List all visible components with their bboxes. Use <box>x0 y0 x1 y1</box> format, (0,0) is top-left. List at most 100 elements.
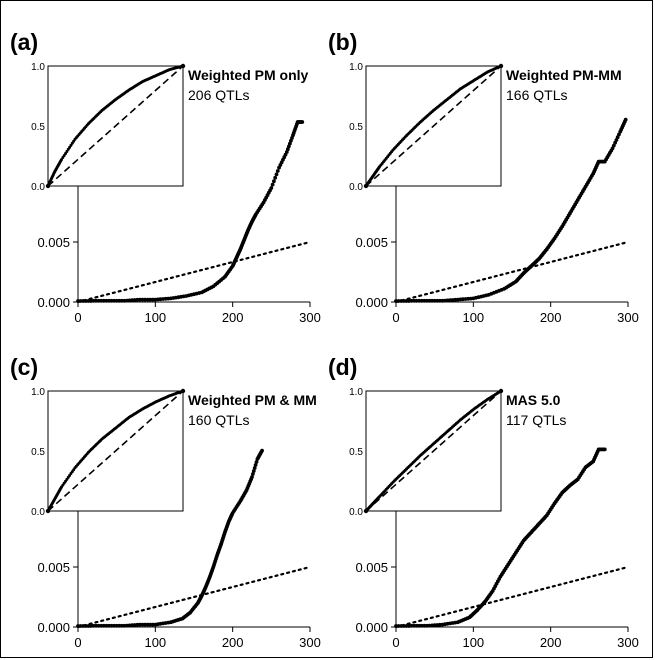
inset-series-points <box>364 64 503 188</box>
data-point <box>623 117 628 122</box>
data-point <box>273 175 278 180</box>
inset-series-dashed <box>365 390 502 512</box>
data-point <box>602 447 607 452</box>
inset-y-tick-label: 0.5 <box>349 447 363 458</box>
data-point <box>250 475 254 479</box>
data-point <box>251 469 256 473</box>
inset-title: Weighted PM-MM <box>506 67 622 83</box>
main-reference-line <box>76 240 312 304</box>
x-tick-label: 200 <box>222 310 244 325</box>
x-tick-label: 200 <box>540 635 562 650</box>
inset-diagonal <box>47 65 184 187</box>
data-point <box>274 172 279 177</box>
y-tick-label: 0.005 <box>37 235 70 250</box>
inset-y-tick-label: 0.5 <box>31 122 45 133</box>
inset-y-tick-label: 0.5 <box>31 447 45 458</box>
y-tick-label: 0.005 <box>355 235 388 250</box>
inset-series-dashed <box>365 65 502 187</box>
inset-diagonal <box>47 390 184 512</box>
data-point <box>300 120 305 124</box>
inset-y-tick-label: 1.0 <box>31 62 45 73</box>
data-point <box>252 466 257 470</box>
x-tick-label: 0 <box>392 635 399 650</box>
main-series-dotted <box>76 240 312 304</box>
data-point <box>254 460 259 464</box>
x-tick-label: 200 <box>222 635 244 650</box>
inset-origin-dot <box>45 183 51 189</box>
inset-origin-dot <box>45 508 51 514</box>
x-tick-label: 0 <box>392 310 399 325</box>
data-point <box>270 182 275 187</box>
x-tick-label: 200 <box>540 310 562 325</box>
x-tick-label: 300 <box>299 635 321 650</box>
inset-end-dot <box>498 63 504 69</box>
main-series-points <box>76 448 264 628</box>
inset-diagonal <box>365 390 502 512</box>
data-point <box>260 448 264 453</box>
x-tick-label: 100 <box>462 635 484 650</box>
inset-end-dot <box>498 388 504 394</box>
main-reference-line <box>394 565 630 629</box>
x-tick-label: 0 <box>74 310 81 325</box>
inset-series-points <box>46 64 185 188</box>
main-series-dotted <box>76 565 312 629</box>
panel-c: (c) 0 100 200 300 0.000 0.005 0.0 0.5 1.0 Weighted… <box>10 354 321 650</box>
data-point <box>251 472 255 476</box>
inset-title: Weighted PM only <box>188 67 309 83</box>
main-series-points <box>394 447 607 628</box>
y-tick-label: 0.005 <box>37 560 70 575</box>
panel-label: (d) <box>328 354 357 380</box>
panel-d: (d) 0 100 200 300 0.000 0.005 0.0 0.5 1.0 MAS 5.0 1… <box>328 354 639 650</box>
inset-series-dashed <box>47 65 184 187</box>
inset-subtitle: 166 QTLs <box>506 87 567 103</box>
inset-subtitle: 160 QTLs <box>188 412 249 428</box>
panel-label: (c) <box>10 354 38 380</box>
data-point <box>253 463 258 467</box>
y-tick-label: 0.000 <box>355 295 388 310</box>
inset-title: MAS 5.0 <box>506 392 561 408</box>
inset-y-tick-label: 0.0 <box>349 507 363 518</box>
panel-label: (b) <box>328 29 357 55</box>
y-tick-label: 0.000 <box>37 620 70 635</box>
inset-y-tick-label: 1.0 <box>349 62 363 73</box>
inset-series-points <box>46 389 185 513</box>
data-point <box>272 179 276 184</box>
x-tick-label: 100 <box>144 310 166 325</box>
x-tick-label: 0 <box>74 635 81 650</box>
y-tick-label: 0.000 <box>37 295 70 310</box>
inset-y-tick-label: 0.5 <box>349 122 363 133</box>
x-tick-label: 300 <box>617 635 639 650</box>
main-series-points <box>394 117 628 303</box>
inset-y-tick-label: 1.0 <box>349 387 363 398</box>
panel-label: (a) <box>10 29 38 55</box>
panel-a: (a) 0 100 200 300 0.000 0.005 0.0 0.5 1.0 Weighted… <box>10 29 321 325</box>
main-series-dotted <box>394 565 630 629</box>
inset-subtitle: 117 QTLs <box>506 412 566 428</box>
inset-y-tick-label: 1.0 <box>31 387 45 398</box>
inset-y-tick-label: 0.0 <box>31 507 45 518</box>
x-tick-label: 100 <box>144 635 166 650</box>
inset-y-tick-label: 0.0 <box>31 182 45 193</box>
inset-y-tick-label: 0.0 <box>349 182 363 193</box>
y-tick-label: 0.000 <box>355 620 388 635</box>
x-tick-label: 300 <box>299 310 321 325</box>
data-point <box>269 186 274 190</box>
inset-end-dot <box>180 388 186 394</box>
main-reference-line <box>394 240 630 304</box>
inset-subtitle: 206 QTLs <box>188 87 249 103</box>
x-tick-label: 100 <box>462 310 484 325</box>
y-tick-label: 0.005 <box>355 560 388 575</box>
main-series-dotted <box>394 240 630 304</box>
panel-b: (b) 0 100 200 300 0.000 0.005 0.0 0.5 1.0 Weighted… <box>328 29 639 325</box>
inset-origin-dot <box>363 183 369 189</box>
inset-title: Weighted PM & MM <box>188 392 317 408</box>
inset-series-dashed <box>47 390 184 512</box>
main-reference-line <box>76 565 312 629</box>
inset-origin-dot <box>363 508 369 514</box>
main-series-points <box>76 120 305 303</box>
inset-diagonal <box>365 65 502 187</box>
x-tick-label: 300 <box>617 310 639 325</box>
inset-end-dot <box>180 63 186 69</box>
